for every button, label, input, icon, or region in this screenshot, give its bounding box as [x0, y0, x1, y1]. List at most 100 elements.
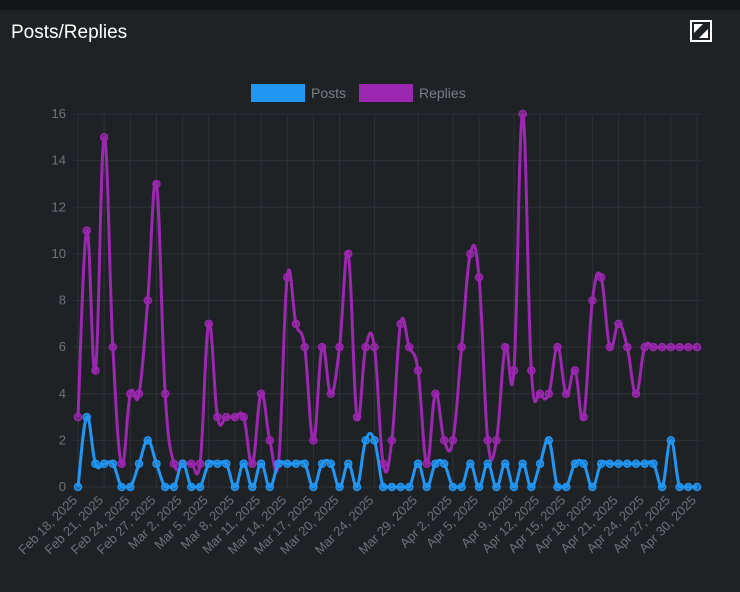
posts-point [623, 459, 632, 468]
posts-point [387, 482, 397, 492]
posts-point [82, 412, 91, 422]
posts-point [265, 482, 275, 492]
posts-point [405, 482, 414, 492]
replies-point [553, 342, 562, 352]
posts-point [518, 459, 527, 468]
replies-point [370, 342, 379, 352]
posts-point [413, 459, 423, 468]
replies-point [187, 459, 196, 468]
posts-point [439, 459, 449, 468]
replies-point [466, 249, 475, 259]
replies-point [291, 319, 301, 329]
posts-point [91, 459, 100, 468]
posts-point [204, 459, 214, 468]
replies-point [500, 342, 510, 352]
posts-point [160, 482, 170, 492]
posts-point [605, 459, 615, 468]
replies-point [483, 436, 493, 445]
replies-point [396, 319, 405, 329]
replies-point [256, 389, 266, 398]
replies-point [448, 436, 458, 445]
posts-point [649, 459, 658, 468]
posts-point [431, 459, 440, 468]
posts-point [588, 482, 597, 492]
replies-point [649, 342, 658, 352]
replies-point [73, 412, 83, 422]
posts-point [230, 482, 240, 492]
replies-point [535, 389, 545, 398]
replies-point [317, 342, 327, 352]
replies-point [457, 342, 466, 352]
replies-point [413, 366, 423, 375]
posts-point [535, 459, 545, 468]
replies-point [422, 459, 431, 468]
replies-point [248, 459, 257, 468]
replies-point [518, 109, 527, 119]
posts-point [457, 482, 466, 492]
y-tick-label: 8 [59, 293, 66, 308]
y-tick-label: 4 [59, 386, 66, 401]
posts-point [282, 459, 292, 468]
posts-point [152, 459, 161, 468]
replies-line [76, 112, 697, 476]
posts-point [300, 459, 309, 468]
replies-point [91, 366, 100, 375]
replies-point [126, 389, 135, 398]
replies-point [344, 249, 353, 259]
posts-point [509, 482, 519, 492]
legend-label-replies: Replies [419, 85, 466, 101]
posts-point [631, 459, 641, 468]
posts-point [309, 482, 318, 492]
replies-point [352, 412, 362, 422]
replies-point [169, 459, 179, 468]
replies-point [152, 179, 161, 189]
replies-point [82, 226, 91, 235]
posts-point [561, 482, 571, 492]
replies-point [195, 459, 205, 468]
replies-point [282, 272, 292, 282]
posts-point [544, 436, 554, 445]
replies-point [326, 389, 336, 398]
replies-point [405, 342, 414, 352]
y-tick-label: 10 [52, 246, 66, 261]
posts-point [378, 482, 388, 492]
posts-point [657, 482, 667, 492]
replies-point [579, 412, 588, 422]
posts-point [134, 459, 144, 468]
replies-point [544, 389, 554, 398]
posts-point [553, 482, 562, 492]
replies-point [666, 342, 676, 352]
y-tick-label: 6 [59, 339, 66, 354]
posts-point [335, 482, 344, 492]
posts-point [99, 459, 109, 468]
posts-point [370, 436, 379, 445]
legend-swatch-posts [251, 84, 305, 102]
top-bar [0, 0, 740, 10]
replies-point [239, 412, 248, 422]
posts-point [221, 459, 231, 468]
replies-point [221, 412, 231, 422]
replies-point [684, 342, 693, 352]
posts-point [126, 482, 135, 492]
posts-point [684, 482, 693, 492]
posts-point [448, 482, 458, 492]
posts-point [352, 482, 362, 492]
posts-point [579, 459, 588, 468]
posts-point [344, 459, 353, 468]
replies-point [631, 389, 641, 398]
expand-icon[interactable] [690, 20, 712, 42]
posts-point [361, 436, 370, 445]
posts-point [317, 459, 327, 468]
replies-point [596, 272, 606, 282]
replies-point [387, 436, 397, 445]
replies-point [160, 389, 170, 398]
posts-point [596, 459, 606, 468]
y-tick-label: 12 [52, 199, 66, 214]
replies-point [588, 296, 597, 305]
replies-point [692, 342, 702, 352]
posts-point [274, 459, 283, 468]
replies-point [378, 459, 388, 468]
replies-point [509, 366, 519, 375]
posts-point [474, 482, 484, 492]
